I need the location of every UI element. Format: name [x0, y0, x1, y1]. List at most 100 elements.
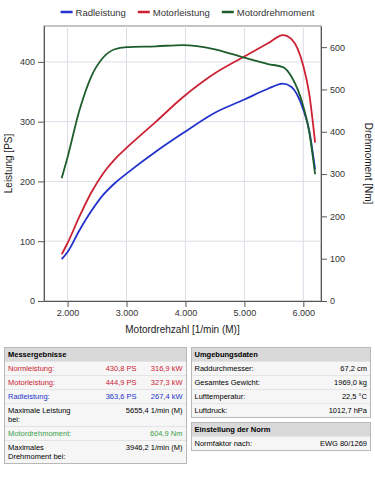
tick-mark — [321, 259, 327, 260]
tick: 2.000 — [57, 301, 80, 318]
legend-label: Motordrehmoment — [237, 7, 315, 18]
tick-label: 500 — [330, 85, 345, 95]
tick: 400 — [20, 57, 44, 67]
tick-mark — [321, 216, 327, 217]
tick: 300 — [321, 169, 345, 179]
tick-mark — [127, 301, 128, 307]
legend-item: Radleistung — [61, 7, 126, 18]
setting-row: Normfaktor nach:EWG 80/1269 — [192, 436, 371, 450]
tick-label: 300 — [330, 169, 345, 179]
axis-line — [44, 27, 45, 302]
tick-mark — [38, 122, 44, 123]
result-value: 363,6 PS — [85, 392, 137, 401]
series-line — [62, 45, 315, 178]
tick-mark — [303, 301, 304, 307]
result-label: Normleistung: — [8, 364, 85, 373]
grid-line — [44, 121, 321, 122]
tick: 200 — [20, 177, 44, 187]
setting-row: Luftdruck:1012,7 hPa — [192, 403, 371, 417]
setting-label: Gesamtes Gewicht: — [195, 378, 298, 387]
tick-label: 0 — [330, 296, 335, 306]
tick: 200 — [321, 212, 345, 222]
grid-line — [44, 241, 321, 242]
results: MessergebnisseNormleistung:430,8 PS316,9… — [0, 345, 375, 466]
y2-axis-title: Drehmoment [Nm] — [363, 123, 374, 205]
tick: 500 — [321, 85, 345, 95]
tick: 5.000 — [234, 301, 257, 318]
result-label: Radleistung: — [8, 392, 85, 401]
tick-label: 300 — [20, 117, 35, 127]
tick-mark — [185, 301, 186, 307]
result-label: Maximales Drehmoment bei: — [8, 443, 85, 461]
tick: 0 — [321, 296, 335, 306]
legend-swatch — [222, 11, 234, 14]
result-row: Normleistung:430,8 PS316,9 kW — [5, 361, 186, 375]
legend-item: Motorleistung — [138, 7, 210, 18]
y-axis-title: Leistung [PS] — [3, 134, 14, 194]
result-value: 444,9 PS — [85, 378, 137, 387]
setting-row: Gesamtes Gewicht:1969,0 kg — [192, 375, 371, 389]
axis-line — [45, 301, 322, 302]
result-row: Maximale Leistung bei:5655,4 1/min (M) — [5, 403, 186, 426]
tick-label: 100 — [20, 237, 35, 247]
legend: Radleistung Motorleistung Motordrehmoment — [61, 7, 315, 18]
result-label: Motordrehmoment: — [8, 429, 85, 438]
setting-value: 1969,0 kg — [297, 378, 367, 387]
setting-value: 67,2 cm — [297, 364, 367, 373]
x-axis-title: Motordrehzahl [1/min (M)] — [125, 324, 240, 335]
grid-line — [244, 26, 245, 301]
result-row: Motordrehmoment:604,9 Nm — [5, 426, 186, 440]
grid-line — [44, 181, 321, 182]
norm: Einstellung der NormNormfaktor nach:EWG … — [191, 422, 372, 451]
tick: 100 — [20, 237, 44, 247]
tick-label: 200 — [20, 177, 35, 187]
chart: 2.000 3.000 4.000 5.000 6.000 0 100 200 300 400 0 1… — [0, 0, 375, 345]
tick-mark — [38, 181, 44, 182]
setting-label: Luftdruck: — [195, 406, 298, 415]
tick-mark — [68, 301, 69, 307]
tick-mark — [38, 62, 44, 63]
tick-mark — [38, 301, 44, 302]
environment: UmgebungsdatenRaddurchmesser:67,2 cmGesa… — [191, 347, 372, 418]
tick-mark — [38, 241, 44, 242]
setting-label: Raddurchmesser: — [195, 364, 298, 373]
tick-label: 4.000 — [175, 308, 198, 318]
tick-label: 100 — [330, 254, 345, 264]
tick-label: 5.000 — [234, 308, 257, 318]
result-value: 604,9 Nm — [85, 429, 183, 438]
tick-label: 600 — [330, 43, 345, 53]
section-title: Einstellung der Norm — [192, 423, 371, 436]
axis-line — [321, 27, 322, 302]
plot-frame — [44, 26, 321, 301]
tick-mark — [321, 301, 327, 302]
tick-mark — [321, 89, 327, 90]
section-title: Messergebnisse — [5, 348, 186, 361]
setting-row: Lufttemperatur:22,5 °C — [192, 389, 371, 403]
grid-line — [67, 26, 68, 301]
y2-axis: 0 100 200 300 400 500 600 — [321, 27, 345, 307]
tick-label: 0 — [30, 296, 35, 306]
tick-label: 3.000 — [116, 308, 139, 318]
tick-label: 2.000 — [57, 308, 80, 318]
tick-mark — [321, 132, 327, 133]
setting-label: Lufttemperatur: — [195, 392, 298, 401]
result-value: 327,3 kW — [137, 378, 183, 387]
setting-value: 1012,7 hPa — [297, 406, 367, 415]
tick-label: 400 — [330, 127, 345, 137]
result-row: Radleistung:363,6 PS267,4 kW — [5, 389, 186, 403]
result-value: 430,8 PS — [85, 364, 137, 373]
setting-value: 22,5 °C — [297, 392, 367, 401]
tick: 100 — [321, 254, 345, 264]
tick-label: 400 — [20, 57, 35, 67]
tick-mark — [244, 301, 245, 307]
legend-swatch — [61, 11, 73, 14]
tick: 6.000 — [293, 301, 316, 318]
grid-line — [44, 61, 321, 62]
tick-mark — [321, 174, 327, 175]
tick: 300 — [20, 117, 44, 127]
result-row: Maximales Drehmoment bei:3946,2 1/min (M… — [5, 440, 186, 463]
setting-label: Normfaktor nach: — [195, 439, 298, 448]
result-value: 5655,4 1/min (M) — [85, 406, 183, 424]
grid-line — [126, 26, 127, 301]
tick-label: 6.000 — [293, 308, 316, 318]
